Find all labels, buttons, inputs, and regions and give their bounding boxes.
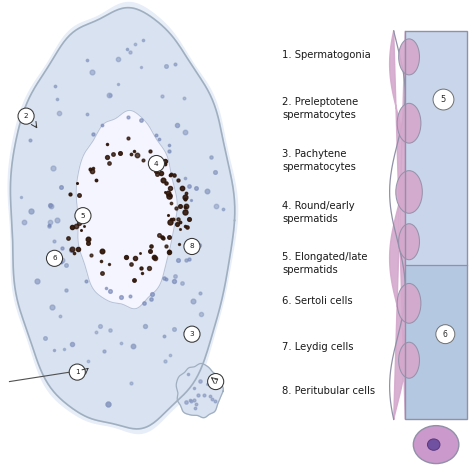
- Ellipse shape: [397, 283, 421, 323]
- Ellipse shape: [399, 39, 419, 75]
- Ellipse shape: [397, 103, 421, 143]
- Polygon shape: [8, 2, 237, 434]
- Circle shape: [184, 238, 200, 255]
- Circle shape: [208, 374, 224, 390]
- Text: 3: 3: [190, 331, 194, 337]
- Circle shape: [436, 325, 455, 344]
- Text: 4: 4: [154, 161, 159, 166]
- Ellipse shape: [399, 224, 419, 260]
- Text: 4. Round/early
spermatids: 4. Round/early spermatids: [282, 201, 355, 224]
- Text: 2. Preleptotene
spermatocytes: 2. Preleptotene spermatocytes: [282, 97, 358, 120]
- Polygon shape: [176, 364, 223, 418]
- Circle shape: [69, 364, 85, 380]
- Polygon shape: [10, 8, 235, 429]
- Text: 5: 5: [81, 213, 85, 219]
- Text: 7. Leydig cells: 7. Leydig cells: [282, 342, 354, 352]
- Text: 8: 8: [190, 244, 194, 249]
- Text: 1: 1: [75, 369, 80, 375]
- Text: 6: 6: [443, 330, 448, 338]
- Text: 5. Elongated/late
spermatids: 5. Elongated/late spermatids: [282, 252, 367, 275]
- Ellipse shape: [396, 171, 422, 213]
- Text: 6: 6: [52, 255, 57, 261]
- Text: 1. Spermatogonia: 1. Spermatogonia: [282, 50, 371, 60]
- Circle shape: [184, 326, 200, 342]
- Bar: [405, 31, 467, 265]
- Ellipse shape: [399, 342, 419, 378]
- Text: 5: 5: [441, 95, 446, 104]
- Text: 2: 2: [24, 113, 28, 119]
- Circle shape: [148, 155, 164, 172]
- Ellipse shape: [413, 426, 459, 464]
- Text: 3. Pachytene
spermatocytes: 3. Pachytene spermatocytes: [282, 149, 356, 172]
- Circle shape: [433, 89, 454, 110]
- Ellipse shape: [428, 439, 440, 450]
- Text: 7: 7: [213, 379, 218, 384]
- Circle shape: [75, 208, 91, 224]
- Text: 6. Sertoli cells: 6. Sertoli cells: [282, 296, 353, 306]
- Bar: [405, 265, 467, 419]
- Polygon shape: [390, 31, 405, 419]
- Circle shape: [18, 108, 34, 124]
- Circle shape: [46, 250, 63, 266]
- Polygon shape: [76, 110, 177, 309]
- Text: 8. Peritubular cells: 8. Peritubular cells: [282, 386, 375, 396]
